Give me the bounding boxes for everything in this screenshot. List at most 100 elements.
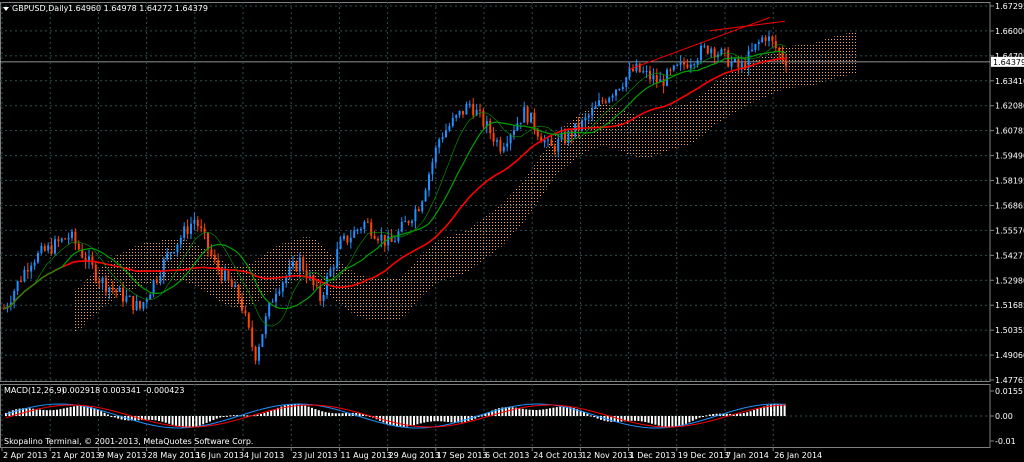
candle-body [676,64,679,66]
candle-body [315,284,318,286]
macd-bar [532,409,534,416]
candle-body [581,120,583,131]
macd-bar [215,416,218,419]
copyright-text: Skopalino Terminal, © 2001-2013, MetaQuo… [4,437,253,446]
candle-body [761,37,764,42]
macd-bar [355,413,358,416]
macd-bar [756,408,759,416]
candle-body [598,100,600,106]
candle-body [343,235,345,240]
macd-bar [11,410,14,416]
candle-body [628,69,631,78]
candle-body [230,280,233,288]
candle-body [502,146,505,152]
candle-body [662,79,665,86]
macd-bar [188,416,191,428]
candle-body [734,58,736,62]
candle-body [740,62,743,68]
candle-body [713,48,716,58]
macd-bar [654,416,657,425]
macd-bar [562,406,565,416]
candle-body [536,129,539,137]
time-tick-label: 12 Nov 2013 [581,451,632,460]
candle-body [570,130,573,137]
candle-body [156,280,158,282]
time-tick-label: 7 Jan 2014 [726,451,769,460]
time-tick-label: 4 Jul 2013 [244,451,284,460]
candle-body [655,75,658,83]
ohlc-values: 1.64960 1.64978 1.64272 1.64379 [68,4,208,13]
candle-body [533,112,536,130]
candle-body [383,234,386,246]
macd-bar [450,416,453,423]
macd-bar [661,416,664,427]
ma-signal-line [3,43,787,327]
price-tick-label: 1.49060 [995,351,1024,360]
chevron-down-icon[interactable] [3,7,9,11]
candle-body [251,327,254,347]
candle-body [305,270,308,279]
candle-body [298,257,301,272]
candle-body [574,123,577,137]
macd-bar [120,416,123,420]
macd-bar [110,416,113,417]
candle-body [50,245,53,254]
macd-line [5,403,787,429]
candle-body [717,54,719,58]
candle-body [326,276,328,296]
macd-bar [96,409,99,416]
macd-bar [515,407,517,416]
candle-body [125,296,128,302]
candle-body [455,115,458,118]
macd-bar [586,413,589,416]
candle-body [404,221,407,223]
candle-body [547,139,549,141]
macd-bar [419,416,422,424]
macd-bar [528,409,531,416]
time-tick-label: 9 May 2013 [99,451,146,460]
macd-title: MACD(12,26,9) [4,386,65,395]
price-tick-label: 1.47765 [995,376,1024,385]
candle-body [176,244,179,253]
candle-body [268,302,271,317]
candle-body [271,301,274,303]
time-tick-label: 28 May 2013 [148,451,200,460]
macd-bar [205,416,208,423]
macd-bar [168,416,171,424]
candle-body [557,139,560,152]
candle-body [744,62,747,69]
candle-body [723,49,726,51]
candle-body [118,287,121,292]
macd-bar [732,414,735,416]
macd-bar [481,415,483,417]
candle-body [370,222,373,236]
current-price-box [991,56,1024,67]
macd-bar [277,407,279,416]
candle-body [700,46,702,61]
macd-bar [117,416,120,419]
candle-body [247,313,250,328]
macd-bar [542,409,545,416]
candle-body [519,122,522,124]
candle-body [441,137,444,140]
candle-body [200,226,203,229]
candle-body [587,115,590,118]
candle-body [564,133,566,144]
candle-body [625,77,628,87]
macd-bar [280,406,283,416]
candle-body [213,255,216,261]
candle-body [67,237,70,240]
macd-bar [256,414,259,416]
macd-bar [572,408,575,416]
ichimoku-cloud [74,32,856,332]
trend-line[interactable] [709,20,786,32]
macd-bar [263,413,266,416]
macd-bar [742,413,745,416]
macd-bar [76,405,79,416]
macd-bar [423,416,426,423]
macd-bar [181,416,184,428]
candle-body [601,100,604,102]
macd-bar [725,413,728,416]
